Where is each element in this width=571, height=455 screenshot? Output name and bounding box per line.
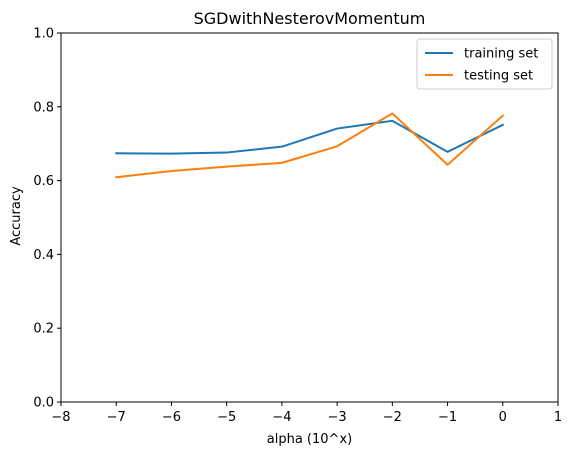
x-tick-label: −3 <box>328 410 347 425</box>
y-tick-label: 0.2 <box>33 322 54 337</box>
x-tick-label: −5 <box>217 410 236 425</box>
y-tick-label: 0.6 <box>33 174 54 189</box>
plot-area <box>115 112 505 179</box>
legend-label: training set <box>464 47 538 62</box>
x-tick-label: −7 <box>107 410 126 425</box>
series-line-training-set <box>115 119 505 155</box>
plot-frame <box>60 32 559 403</box>
x-tick-label: −6 <box>162 410 181 425</box>
y-axis-label: Accuracy <box>9 186 24 246</box>
x-tick-label: −1 <box>438 410 457 425</box>
x-tick-label: 1 <box>554 410 562 425</box>
chart-title: SGDwithNesterovMomentum <box>194 9 426 28</box>
legend: training set testing set <box>416 38 553 90</box>
y-tick-label: 0.4 <box>33 248 54 263</box>
x-tick-label: −4 <box>272 410 291 425</box>
y-tick-label: 0.8 <box>33 100 54 115</box>
legend-label: testing set <box>464 69 533 84</box>
x-axis-label: alpha (10^x) <box>267 432 352 447</box>
y-tick-label: 1.0 <box>33 27 54 42</box>
x-tick-label: −2 <box>383 410 402 425</box>
legend-box <box>416 38 553 90</box>
x-axis: −8 −7 −6 −5 −4 −3 −2 −1 0 1 <box>51 402 562 425</box>
y-axis: 0.0 0.2 0.4 0.6 0.8 1.0 <box>33 27 61 411</box>
x-tick-label: −8 <box>51 410 70 425</box>
y-tick-label: 0.0 <box>33 396 54 411</box>
series-line-testing-set <box>115 112 505 179</box>
x-tick-label: 0 <box>499 410 507 425</box>
